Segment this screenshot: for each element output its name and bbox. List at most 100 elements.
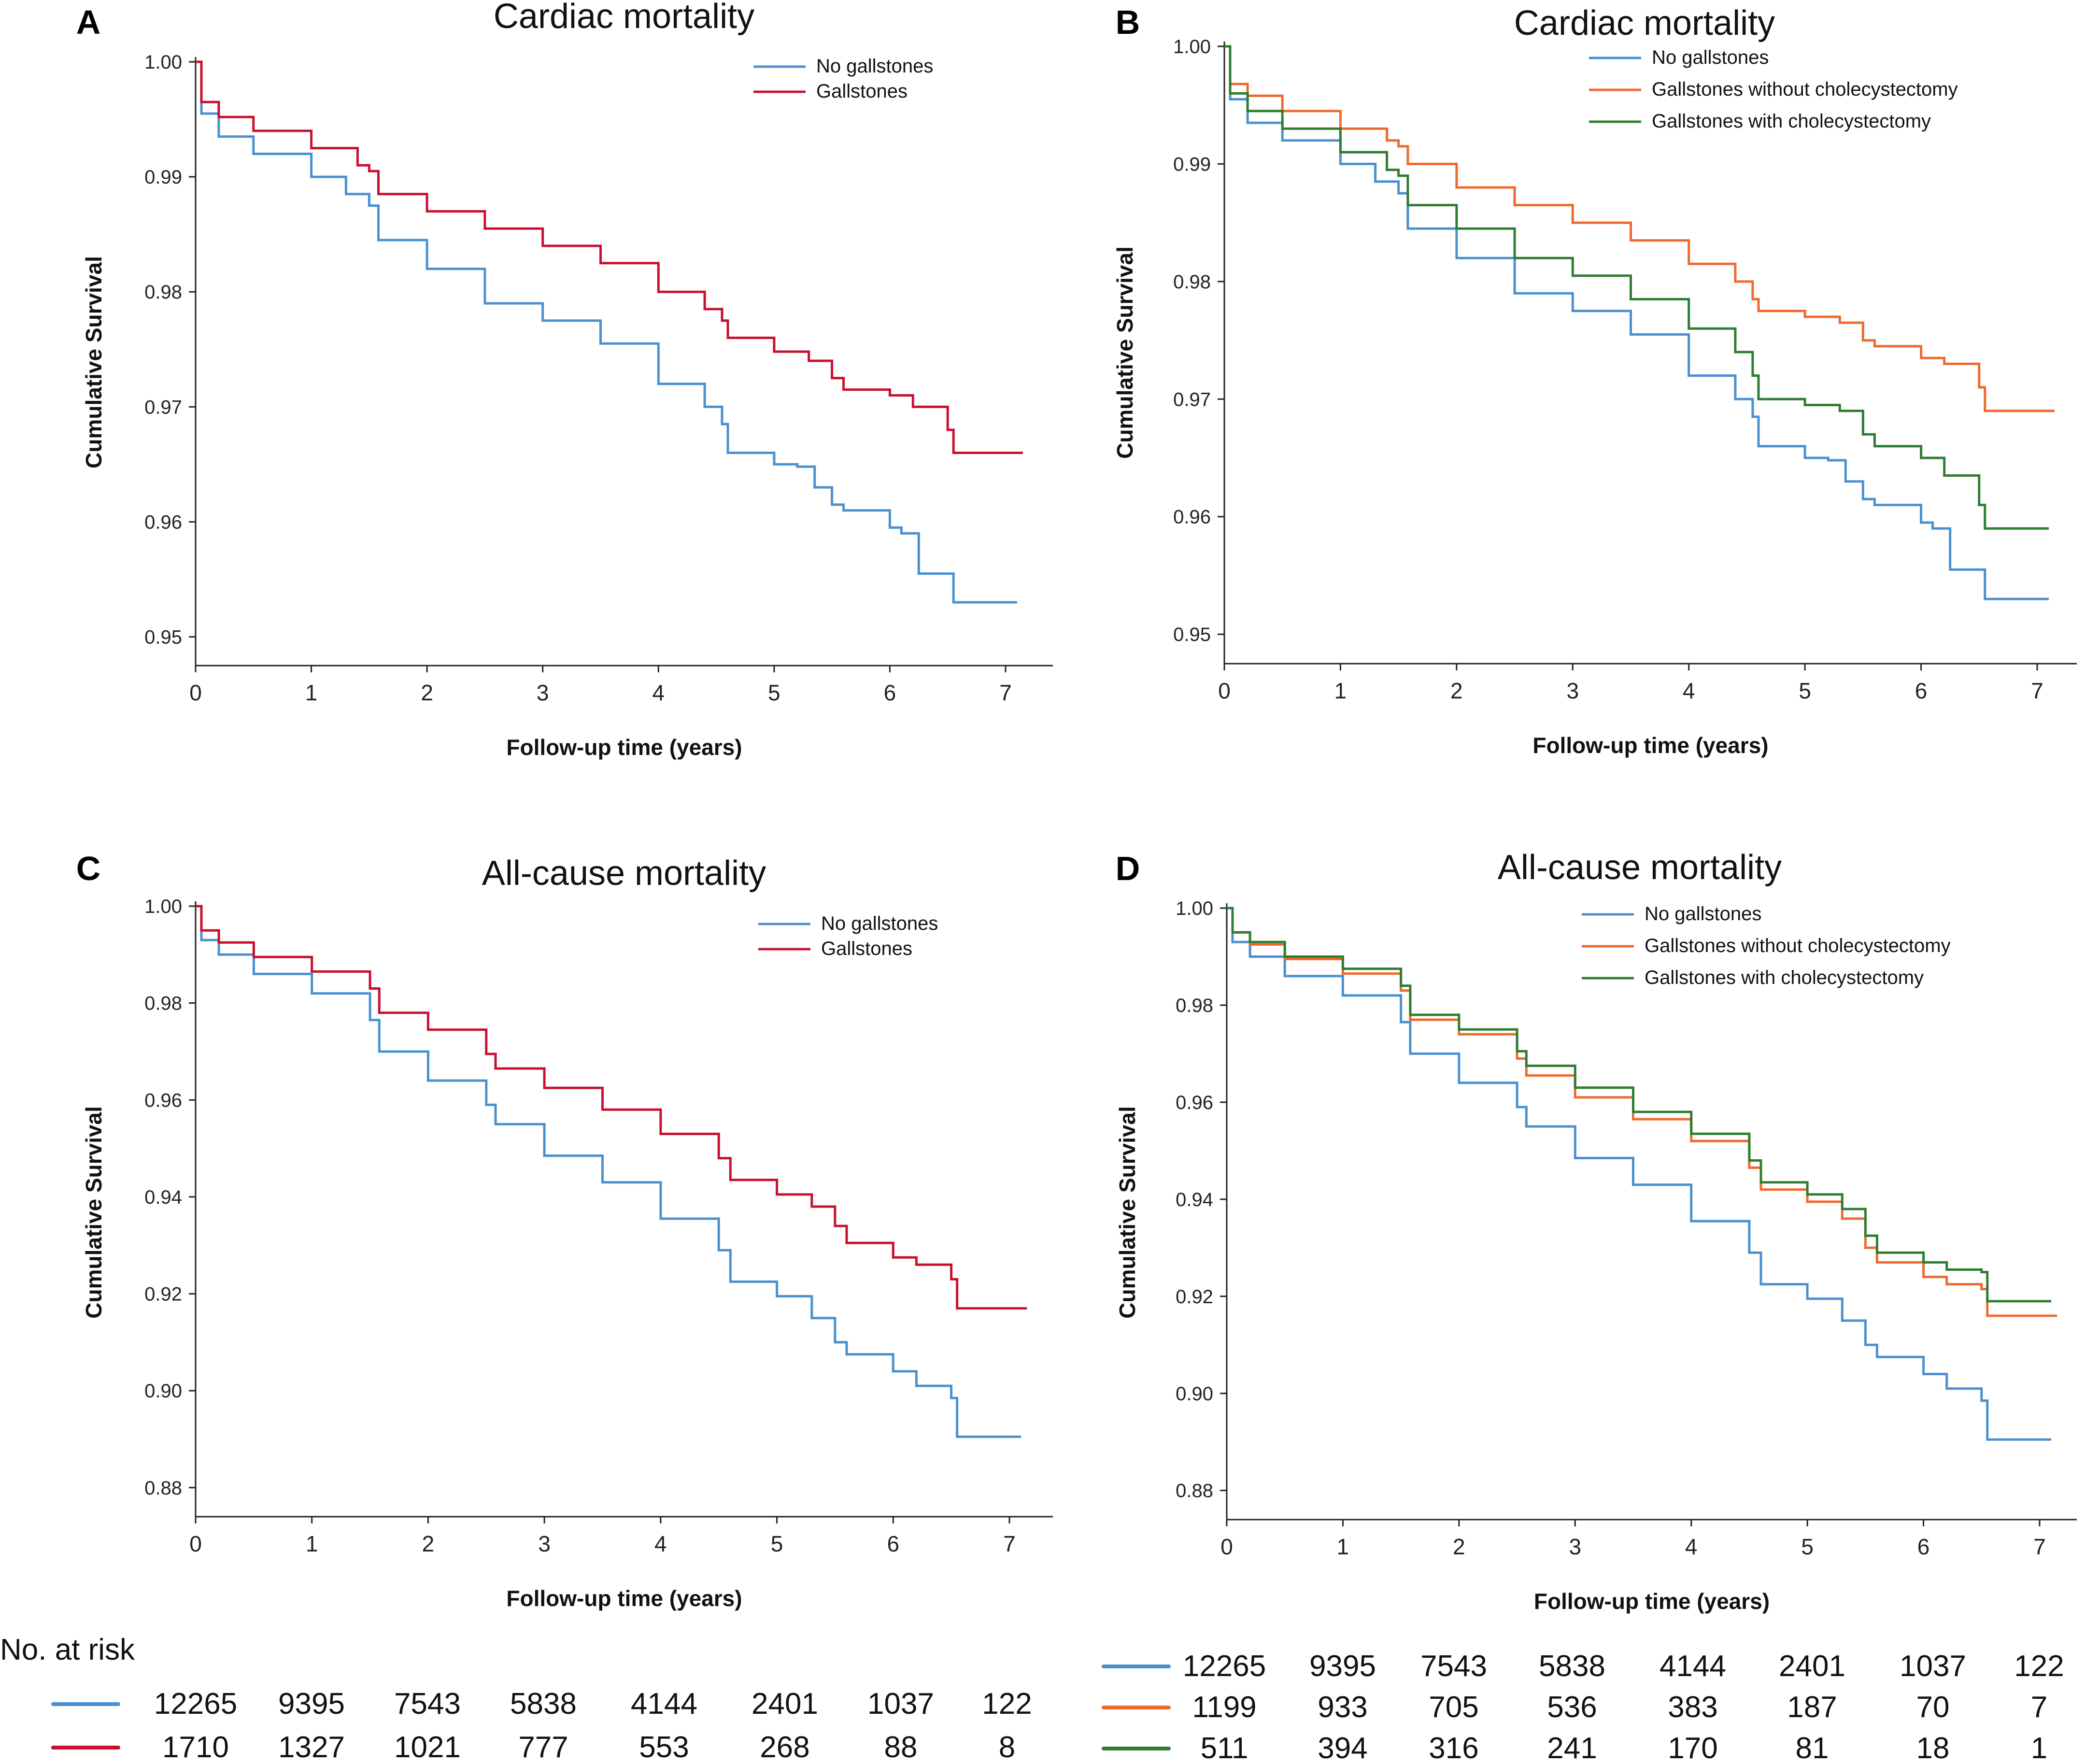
legend-label: Gallstones with cholecystectomy — [1652, 111, 1931, 132]
at-risk-count: 170 — [1668, 1732, 1717, 1764]
y-tick-label: 0.94 — [1176, 1189, 1213, 1210]
y-tick-label: 0.90 — [1176, 1383, 1213, 1405]
y-axis-label: Cumulative Survival — [81, 256, 106, 469]
series-line-no-gallstones — [1224, 45, 2049, 600]
legend-label: Gallstones without cholecystectomy — [1645, 935, 1951, 956]
x-tick-label: 4 — [1683, 678, 1695, 703]
y-tick-label: 0.99 — [1173, 154, 1211, 175]
y-tick-label: 0.97 — [144, 397, 182, 418]
at-risk-count: 1037 — [867, 1687, 934, 1721]
at-risk-count: 7 — [2031, 1691, 2047, 1724]
x-tick-label: 7 — [2031, 678, 2043, 703]
y-tick-label: 0.98 — [144, 993, 182, 1014]
x-tick-label: 0 — [1218, 678, 1231, 703]
legend-label: Gallstones without cholecystectomy — [1652, 79, 1958, 100]
panel-letter: D — [1116, 850, 1140, 887]
at-risk-count: 536 — [1547, 1691, 1597, 1724]
panel-letter: A — [76, 3, 101, 41]
at-risk-count: 4144 — [1659, 1650, 1726, 1683]
x-tick-label: 5 — [1801, 1534, 1814, 1559]
x-tick-label: 3 — [538, 1531, 551, 1556]
y-tick-label: 0.95 — [1173, 624, 1211, 645]
y-tick-label: 1.00 — [1176, 898, 1213, 919]
at-risk-count: 7543 — [394, 1687, 461, 1721]
at-risk-count: 2401 — [1779, 1650, 1845, 1683]
at-risk-count: 9395 — [278, 1687, 345, 1721]
at-risk-count: 18 — [1916, 1732, 1950, 1764]
x-tick-label: 4 — [654, 1531, 667, 1556]
at-risk-count: 5838 — [510, 1687, 577, 1721]
at-risk-count: 1199 — [1192, 1691, 1256, 1724]
x-tick-label: 1 — [306, 1531, 318, 1556]
at-risk-count: 70 — [1916, 1691, 1950, 1724]
series-line-no-gallstones — [1227, 907, 2051, 1441]
at-risk-count: 122 — [2014, 1650, 2064, 1683]
at-risk-count: 12265 — [154, 1687, 237, 1721]
y-tick-label: 0.96 — [1176, 1092, 1213, 1113]
x-tick-label: 3 — [1569, 1534, 1581, 1559]
x-tick-label: 4 — [1685, 1534, 1698, 1559]
series-line-no-gallstones — [196, 60, 1017, 604]
legend-label: No gallstones — [821, 913, 938, 934]
x-tick-label: 0 — [1220, 1534, 1233, 1559]
y-tick-label: 0.96 — [1173, 507, 1211, 528]
x-tick-label: 7 — [999, 680, 1012, 705]
x-axis-label: Follow-up time (years) — [1534, 1589, 1770, 1614]
at-risk-count: 553 — [639, 1731, 689, 1764]
panel-d: D All-cause mortality 0.88 0.90 0.92 0.94 0.96… — [1115, 848, 2077, 1614]
x-tick-label: 1 — [1334, 678, 1347, 703]
panel-letter: C — [76, 850, 101, 887]
at-risk-count: 5838 — [1539, 1650, 1605, 1683]
y-tick-label: 0.99 — [144, 167, 182, 188]
y-tick-label: 0.98 — [1176, 995, 1213, 1016]
chart-title: Cardiac mortality — [494, 0, 754, 36]
at-risk-count: 511 — [1201, 1732, 1248, 1764]
x-tick-label: 7 — [2033, 1534, 2046, 1559]
y-tick-label: 0.90 — [144, 1380, 182, 1402]
x-tick-label: 7 — [1003, 1531, 1016, 1556]
at-risk-count: 316 — [1429, 1732, 1478, 1764]
at-risk-count: 12265 — [1183, 1650, 1266, 1683]
x-tick-label: 2 — [421, 680, 433, 705]
y-tick-label: 0.92 — [1176, 1286, 1213, 1308]
at-risk-count: 1037 — [1900, 1650, 1966, 1683]
at-risk-count: 383 — [1668, 1691, 1717, 1724]
y-tick-label: 0.98 — [1173, 271, 1211, 293]
x-axis-label: Follow-up time (years) — [506, 735, 742, 760]
at-risk-count: 122 — [982, 1687, 1032, 1721]
y-tick-label: 0.97 — [1173, 389, 1211, 410]
legend-label: No gallstones — [1645, 903, 1761, 925]
x-tick-label: 1 — [305, 680, 318, 705]
legend-label: Gallstones — [816, 81, 908, 102]
x-tick-label: 2 — [422, 1531, 435, 1556]
y-axis-label: Cumulative Survival — [1112, 246, 1137, 459]
panel-c: C All-cause mortality 0.88 0.90 0.92 0.94 0.96… — [76, 850, 1053, 1611]
x-tick-label: 4 — [652, 680, 665, 705]
at-risk-count: 394 — [1318, 1732, 1367, 1764]
y-tick-label: 1.00 — [1173, 36, 1211, 57]
series-line-gallstones-with-cholecystectomy — [1227, 907, 2051, 1303]
at-risk-title: No. at risk — [0, 1633, 135, 1666]
at-risk-count: 268 — [760, 1731, 809, 1764]
at-risk-count: 1327 — [278, 1731, 345, 1764]
x-tick-label: 3 — [537, 680, 549, 705]
x-tick-label: 5 — [1799, 678, 1811, 703]
y-tick-label: 0.96 — [144, 512, 182, 533]
at-risk-count: 1021 — [394, 1731, 461, 1764]
y-tick-label: 0.96 — [144, 1090, 182, 1111]
at-risk-count: 933 — [1318, 1691, 1367, 1724]
x-tick-label: 6 — [887, 1531, 899, 1556]
at-risk-count: 81 — [1796, 1732, 1829, 1764]
at-risk-count: 705 — [1429, 1691, 1478, 1724]
at-risk-count: 7543 — [1420, 1650, 1487, 1683]
at-risk-count: 241 — [1547, 1732, 1597, 1764]
at-risk-table: No. at risk 12265 9395 7543 5838 4144 2401 1037… — [0, 1633, 2064, 1764]
x-tick-label: 6 — [1915, 678, 1928, 703]
legend-label: Gallstones with cholecystectomy — [1645, 967, 1924, 988]
y-axis-label: Cumulative Survival — [1115, 1106, 1140, 1319]
at-risk-count: 777 — [518, 1731, 568, 1764]
at-risk-count: 187 — [1787, 1691, 1837, 1724]
y-axis-label: Cumulative Survival — [81, 1106, 106, 1319]
series-line-gallstones-with-cholecystectomy — [1224, 45, 2049, 530]
